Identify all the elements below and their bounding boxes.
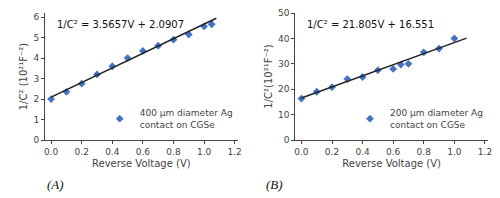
svg-text:0.2: 0.2 [325,147,339,157]
svg-text:1.0: 1.0 [197,147,212,157]
svg-text:0.0: 0.0 [44,147,59,157]
svg-text:50: 50 [278,8,290,18]
svg-text:10: 10 [278,110,290,120]
svg-text:0.4: 0.4 [105,147,120,157]
svg-text:6: 6 [33,12,39,22]
svg-text:1.2: 1.2 [478,147,492,157]
svg-text:1/C² = 3.5657V + 2.0907: 1/C² = 3.5657V + 2.0907 [57,19,184,30]
svg-text:200 µm diameter Agcontact on C: 200 µm diameter Agcontact on CGSe [390,108,483,130]
svg-text:1/C²(10²¹F⁻²): 1/C²(10²¹F⁻²) [263,44,274,108]
svg-text:0.4: 0.4 [355,147,370,157]
svg-text:Reverse Voltage (V): Reverse Voltage (V) [92,158,191,169]
svg-text:400 µm diameter Agcontact on C: 400 µm diameter Agcontact on CGSe [140,108,233,130]
svg-text:0: 0 [284,135,290,145]
svg-text:3: 3 [33,74,39,84]
svg-text:20: 20 [278,84,290,94]
svg-text:0.2: 0.2 [75,147,89,157]
svg-text:2: 2 [33,94,39,104]
svg-text:Reverse Voltage (V): Reverse Voltage (V) [342,158,441,169]
svg-text:5: 5 [33,33,39,43]
svg-text:0.6: 0.6 [136,147,151,157]
svg-text:1.0: 1.0 [447,147,462,157]
svg-text:0.6: 0.6 [386,147,401,157]
svg-text:0.0: 0.0 [294,147,309,157]
svg-text:0.8: 0.8 [166,147,181,157]
svg-text:1/C² = 21.805V + 16.551: 1/C² = 21.805V + 16.551 [307,19,434,30]
svg-text:30: 30 [278,59,290,69]
svg-text:0: 0 [33,135,39,145]
svg-text:4: 4 [33,53,39,63]
svg-text:(A): (A) [47,177,64,192]
svg-text:40: 40 [278,34,290,44]
svg-text:(B): (B) [266,177,283,192]
svg-text:1.2: 1.2 [227,147,241,157]
svg-text:1: 1 [33,115,39,125]
svg-text:0.8: 0.8 [417,147,432,157]
svg-text:1/C² (10²¹F⁻²): 1/C² (10²¹F⁻²) [18,43,29,111]
